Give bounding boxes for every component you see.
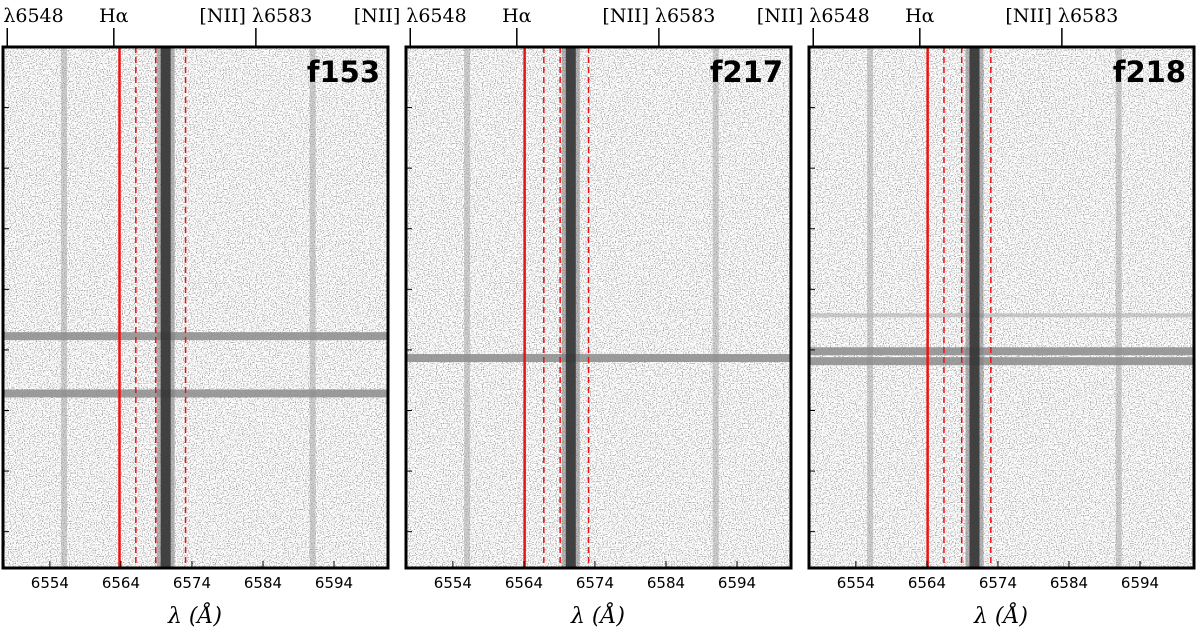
image-noise	[809, 47, 1194, 568]
ha-emission-column	[565, 47, 576, 568]
image-noise	[406, 47, 791, 568]
continuum-band-1	[809, 347, 1194, 356]
x-tick-label-6584: 6584	[647, 574, 685, 592]
ha-emission-column	[969, 47, 980, 568]
nii-emission-column-1	[464, 47, 471, 568]
x-tick-label-6594: 6594	[1121, 574, 1159, 592]
emission-line-label-3: [NII] λ6583	[1005, 5, 1118, 27]
nii-emission-column-1	[867, 47, 874, 568]
panel-frame	[404, 45, 793, 570]
x-axis-label-2: λ (Å)	[570, 601, 625, 629]
continuum-band-1	[406, 354, 791, 363]
panel-image-3	[809, 47, 1194, 568]
panel-f218: 6554 6564 6574 6584 6594 [NII] λ6548 Hα [NII] λ…	[757, 5, 1196, 592]
emission-line-label-1: [NII] λ6548	[757, 5, 870, 27]
x-tick-label-6584: 6584	[244, 574, 282, 592]
continuum-band-1	[3, 332, 388, 341]
panel-image-2	[406, 47, 791, 568]
x-tick-label-6554: 6554	[31, 574, 69, 592]
x-tick-label-6574: 6574	[576, 574, 614, 592]
x-tick-label-6574: 6574	[979, 574, 1017, 592]
emission-line-label-2: Hα	[502, 5, 532, 27]
emission-line-label-2: Hα	[99, 5, 129, 27]
nii-emission-column-2	[712, 47, 719, 568]
emission-line-label-3: [NII] λ6583	[602, 5, 715, 27]
x-tick-label-6574: 6574	[173, 574, 211, 592]
emission-line-label-3: [NII] λ6583	[199, 5, 312, 27]
faint-band	[809, 313, 1194, 318]
panel-frame	[1, 45, 390, 570]
panels-layer: 6554 6564 6574 6584 6594 [NII] λ6548 Hα [NII] λ…	[0, 5, 1196, 592]
emission-line-label-1: [NII] λ6548	[354, 5, 467, 27]
nii-emission-column-2	[309, 47, 316, 568]
panel-label: f217	[710, 55, 783, 89]
x-tick-label-6594: 6594	[718, 574, 756, 592]
x-tick-label-6554: 6554	[434, 574, 472, 592]
x-tick-label-6564: 6564	[505, 574, 543, 592]
x-tick-label-6564: 6564	[908, 574, 946, 592]
x-axis-label-1: λ (Å)	[167, 601, 222, 629]
nii-emission-column-1	[61, 47, 68, 568]
panel-frame	[807, 45, 1196, 570]
panel-label: f153	[307, 55, 380, 89]
x-tick-label-6554: 6554	[837, 574, 875, 592]
panel-label: f218	[1113, 55, 1186, 89]
continuum-band-2	[3, 389, 388, 398]
image-noise	[3, 47, 388, 568]
panel-f153: 6554 6564 6574 6584 6594 [NII] λ6548 Hα [NII] λ…	[0, 5, 390, 592]
emission-line-label-2: Hα	[905, 5, 935, 27]
x-tick-label-6564: 6564	[102, 574, 140, 592]
x-tick-label-6584: 6584	[1050, 574, 1088, 592]
x-axis-label-3: λ (Å)	[973, 601, 1028, 629]
x-tick-label-6594: 6594	[315, 574, 353, 592]
continuum-band-2	[809, 357, 1194, 366]
nii-emission-column-2	[1115, 47, 1122, 568]
panel-image-1	[3, 47, 388, 568]
emission-line-label-1: [NII] λ6548	[0, 5, 64, 27]
ha-emission-column	[160, 47, 171, 568]
panel-f217: 6554 6564 6574 6584 6594 [NII] λ6548 Hα [NII] λ…	[354, 5, 793, 592]
